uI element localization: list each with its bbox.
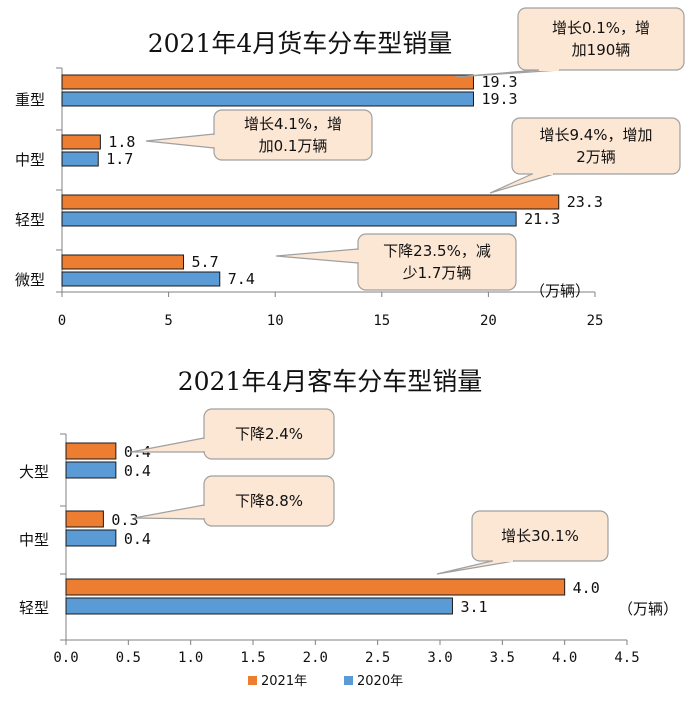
- bar: [65, 578, 566, 596]
- bar-value-label: 3.1: [460, 598, 487, 616]
- callout-pointer: [275, 248, 359, 264]
- callout-pointer: [145, 133, 215, 149]
- x-tick-label: 2.5: [365, 650, 390, 666]
- bar-value-label: 7.4: [228, 270, 255, 288]
- category-label: 轻型: [15, 211, 45, 229]
- callout: 下降8.8%: [133, 475, 335, 527]
- x-tick-label: 2.0: [303, 650, 328, 666]
- callout: 下降23.5%，减少1.7万辆: [275, 233, 517, 291]
- bar-value-label: 19.3: [481, 73, 517, 91]
- callout-text: 加190辆: [572, 41, 631, 59]
- x-tick-label: 1.0: [178, 650, 203, 666]
- x-tick-label: 3.0: [427, 650, 452, 666]
- bar-value-label: 0.4: [124, 462, 151, 480]
- bar: [61, 74, 474, 90]
- callout-text: 增长9.4%，增加: [539, 126, 652, 144]
- bar-value-label: 21.3: [524, 210, 560, 228]
- callout-pointer: [130, 437, 205, 453]
- bar-value-label: 1.8: [108, 133, 135, 151]
- x-tick-label: 4.5: [614, 650, 639, 666]
- bar: [65, 461, 117, 479]
- callout-text: 下降2.4%: [235, 425, 303, 443]
- callout-text: 加0.1万辆: [259, 137, 328, 155]
- x-tick-label: 25: [587, 313, 604, 329]
- x-tick-label: 1.5: [240, 650, 265, 666]
- x-tick-label: 5: [164, 313, 172, 329]
- truck-chart: 2021年4月货车分车型销量 0 5 10 15 20 25 （万辆） 重型 19.319.3 中型…: [15, 7, 685, 329]
- bar-value-label: 5.7: [192, 253, 219, 271]
- bus-chart: 2021年4月客车分车型销量 0.0 0.5 1.0 1.5 2.0 2.5 3.0 3.5 4.…: [19, 367, 678, 666]
- legend-label: 2020年: [357, 674, 403, 689]
- callout-text: 增长0.1%，增: [552, 19, 650, 37]
- unit-label: （万辆）: [530, 282, 590, 300]
- callout-text: 2万辆: [576, 148, 616, 166]
- bar-value-label: 19.3: [481, 90, 517, 108]
- bar: [61, 151, 99, 167]
- bar: [61, 194, 560, 210]
- bar: [61, 271, 221, 287]
- bar-value-label: 0.4: [124, 530, 151, 548]
- callout-text: 少1.7万辆: [403, 264, 472, 282]
- bar-value-label: 0.3: [111, 511, 138, 529]
- category-label: 大型: [19, 463, 49, 481]
- bar-value-label: 4.0: [573, 579, 600, 597]
- category-label: 重型: [15, 91, 45, 109]
- bar: [65, 529, 117, 547]
- x-tick-label: 0: [58, 313, 66, 329]
- category-label: 中型: [15, 151, 45, 169]
- x-tick-label: 0.0: [53, 650, 78, 666]
- bar: [65, 442, 117, 460]
- bar: [61, 134, 101, 150]
- callout: 增长4.1%，增加0.1万辆: [145, 109, 373, 161]
- bar: [65, 510, 104, 528]
- legend-label: 2021年: [261, 674, 307, 689]
- callout-pointer: [454, 69, 561, 78]
- callout-text: 增长4.1%，增: [244, 115, 342, 133]
- callout-box: [203, 475, 335, 527]
- callout-text: 下降23.5%，减: [383, 242, 491, 260]
- bar-value-label: 1.7: [106, 150, 133, 168]
- x-tick-label: 4.0: [552, 650, 577, 666]
- category-label: 轻型: [19, 599, 49, 617]
- bar: [65, 597, 453, 615]
- bar: [61, 211, 517, 227]
- legend-swatch: [344, 676, 353, 685]
- chart-title: 2021年4月客车分车型销量: [178, 367, 483, 396]
- callout-pointer: [489, 173, 555, 194]
- callout-text: 增长30.1%: [501, 527, 579, 545]
- bar-value-label: 23.3: [567, 193, 603, 211]
- bar: [61, 91, 474, 107]
- callout-box: [203, 408, 335, 460]
- callout-text: 下降8.8%: [235, 492, 303, 510]
- unit-label: （万辆）: [618, 600, 678, 618]
- x-tick-label: 15: [373, 313, 390, 329]
- bar: [61, 254, 185, 270]
- chart-title: 2021年4月货车分车型销量: [148, 29, 453, 58]
- callout: 增长30.1%: [436, 510, 609, 575]
- category-label: 微型: [15, 271, 45, 289]
- x-tick-label: 20: [480, 313, 497, 329]
- x-tick-label: 0.5: [116, 650, 141, 666]
- legend: 2021年 2020年: [248, 674, 403, 689]
- callout-box: [471, 510, 609, 562]
- callout-pointer: [133, 504, 205, 520]
- callout: 增长9.4%，增加 2万辆: [489, 117, 681, 194]
- callout: 下降2.4%: [130, 408, 335, 460]
- callout-box: [517, 7, 685, 71]
- legend-swatch: [248, 676, 257, 685]
- x-tick-label: 10: [267, 313, 284, 329]
- category-label: 中型: [19, 531, 49, 549]
- x-tick-label: 3.5: [490, 650, 515, 666]
- callout-pointer: [436, 560, 515, 575]
- callout-box: [511, 117, 681, 175]
